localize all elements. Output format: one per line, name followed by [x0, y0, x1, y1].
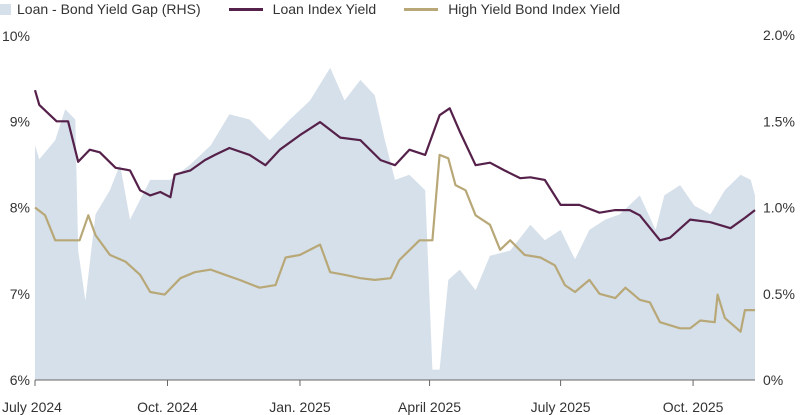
- x-tick-label: April 2025: [398, 399, 461, 415]
- y-right-tick-label: 0.5%: [763, 286, 795, 302]
- x-tick-label: Oct. 2024: [137, 399, 198, 415]
- series-line-loan: [33, 89, 756, 242]
- legend-label-hy: High Yield Bond Index Yield: [448, 1, 621, 17]
- legend: Loan - Bond Yield Gap (RHS) Loan Index Y…: [0, 0, 648, 18]
- y-left-tick-label: 9%: [10, 113, 30, 129]
- x-tick-label: Jan. 2025: [269, 399, 331, 415]
- legend-swatch-hy: [404, 7, 439, 11]
- legend-swatch-gap: [0, 3, 11, 15]
- series-area-gap: [35, 67, 755, 381]
- y-right-tick-label: 0%: [763, 372, 783, 388]
- legend-label-loan: Loan Index Yield: [272, 1, 377, 17]
- y-right-tick-label: 1.0%: [763, 200, 795, 216]
- y-left-tick-label: 8%: [10, 200, 30, 216]
- legend-item-loan: Loan Index Yield: [228, 1, 377, 17]
- legend-item-gap: Loan - Bond Yield Gap (RHS): [0, 1, 201, 17]
- y-left-tick-label: 6%: [10, 372, 30, 388]
- x-tick-label: July 2025: [531, 399, 591, 415]
- x-tick-label: Oct. 2025: [663, 399, 724, 415]
- series-line-hy: [34, 153, 755, 333]
- y-left-tick-label: 7%: [10, 286, 30, 302]
- y-left-tick-label: 10%: [2, 28, 30, 44]
- y-right-tick-label: 2.0%: [763, 27, 795, 43]
- legend-swatch-loan: [228, 7, 263, 11]
- y-right-tick-label: 1.5%: [763, 113, 795, 129]
- legend-item-hy: High Yield Bond Index Yield: [404, 1, 620, 17]
- legend-label-gap: Loan - Bond Yield Gap (RHS): [17, 1, 201, 17]
- x-tick-label: July 2024: [2, 399, 62, 415]
